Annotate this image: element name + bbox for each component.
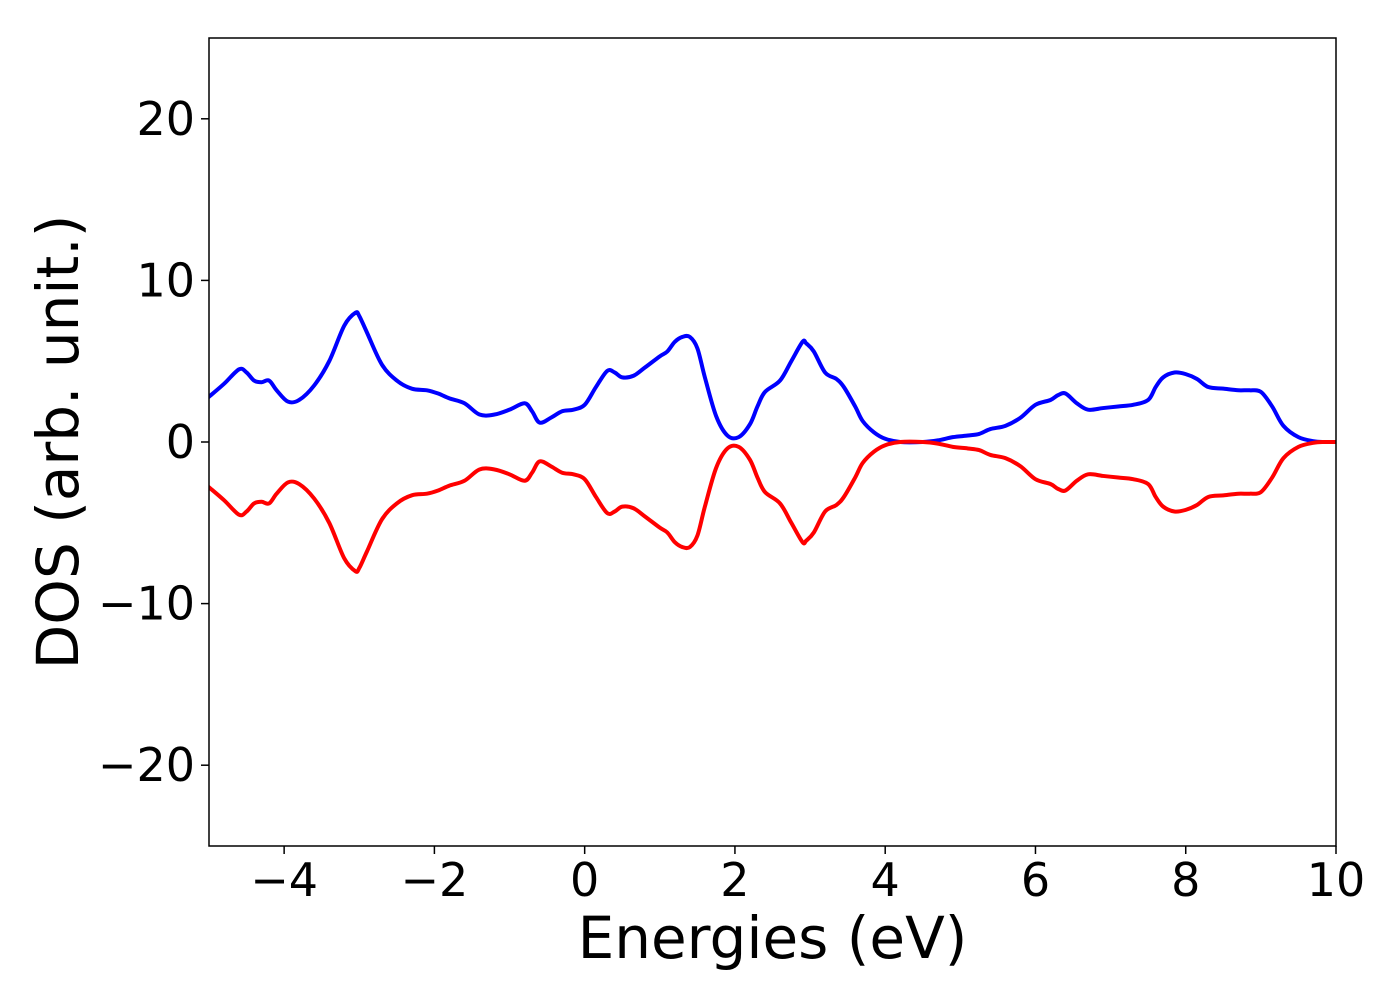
x-tick-label: 6 (1021, 853, 1050, 907)
y-tick-label: 10 (136, 253, 195, 307)
x-tick-label: 8 (1171, 853, 1200, 907)
x-tick-label: −2 (400, 853, 468, 907)
y-axis-label: DOS (arb. unit.) (24, 215, 92, 670)
y-tick-label: −10 (98, 577, 195, 631)
series-layer (209, 310, 1336, 574)
y-axis-ticks: −20 −10 0 10 20 (98, 92, 209, 792)
x-tick-label: 4 (871, 853, 900, 907)
x-tick-label: 0 (570, 853, 599, 907)
series-line-1 (209, 310, 1336, 445)
series-line-2 (209, 439, 1336, 574)
x-tick-label: −4 (250, 853, 318, 907)
y-tick-label: 20 (136, 92, 195, 146)
y-tick-label: −20 (98, 738, 195, 792)
x-tick-label: 2 (720, 853, 749, 907)
x-axis-label: Energies (eV) (578, 904, 968, 972)
y-tick-label: 0 (166, 415, 195, 469)
x-axis-ticks: −4 −2 0 2 4 6 8 10 (250, 846, 1365, 907)
x-tick-label: 10 (1307, 853, 1366, 907)
